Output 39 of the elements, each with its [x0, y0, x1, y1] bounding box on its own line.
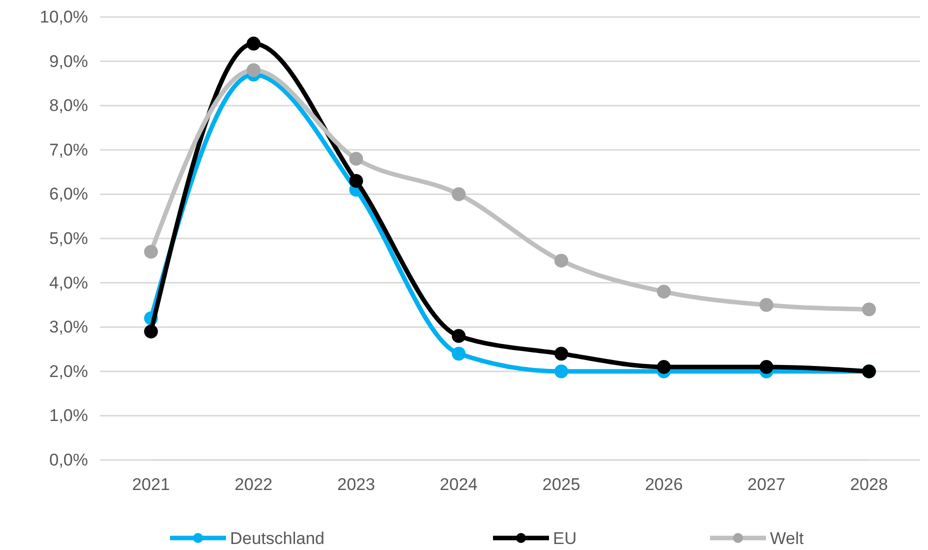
- x-tick-label: 2027: [748, 475, 786, 494]
- legend-label: Welt: [770, 528, 804, 548]
- point: [349, 152, 364, 166]
- point: [246, 36, 260, 50]
- point: [554, 364, 568, 378]
- y-tick-label: 0,0%: [49, 450, 88, 470]
- x-tick-label: 2028: [850, 475, 888, 494]
- y-tick-label: 6,0%: [49, 184, 88, 204]
- point: [760, 298, 774, 312]
- point: [452, 187, 466, 202]
- y-tick-label: 1,0%: [49, 406, 88, 426]
- x-tick-label: 2021: [132, 475, 170, 494]
- point: [452, 346, 466, 361]
- y-tick-label: 2,0%: [49, 362, 88, 381]
- y-tick-label: 9,0%: [49, 52, 88, 71]
- point: [144, 244, 158, 259]
- point: [144, 324, 158, 338]
- legend-label: Deutschland: [230, 528, 325, 548]
- legend-label: EU: [553, 528, 577, 548]
- point: [862, 302, 876, 316]
- y-tick-label: 7,0%: [49, 140, 88, 160]
- point: [760, 360, 774, 374]
- point: [246, 63, 260, 78]
- x-tick-label: 2022: [234, 475, 272, 494]
- y-tick-label: 4,0%: [49, 273, 88, 292]
- x-tick-label: 2025: [542, 475, 580, 494]
- y-tick-label: 10,0%: [40, 7, 88, 26]
- point: [656, 360, 671, 374]
- point: [656, 284, 671, 299]
- x-tick-label: 2023: [337, 475, 376, 494]
- point: [554, 346, 568, 361]
- point: [349, 174, 364, 188]
- y-tick-label: 5,0%: [49, 228, 88, 248]
- point: [554, 254, 568, 268]
- x-tick-label: 2024: [440, 475, 478, 494]
- y-tick-label: 8,0%: [49, 96, 88, 116]
- x-tick-label: 2026: [644, 475, 683, 494]
- y-tick-label: 3,0%: [49, 318, 88, 337]
- point: [452, 329, 466, 343]
